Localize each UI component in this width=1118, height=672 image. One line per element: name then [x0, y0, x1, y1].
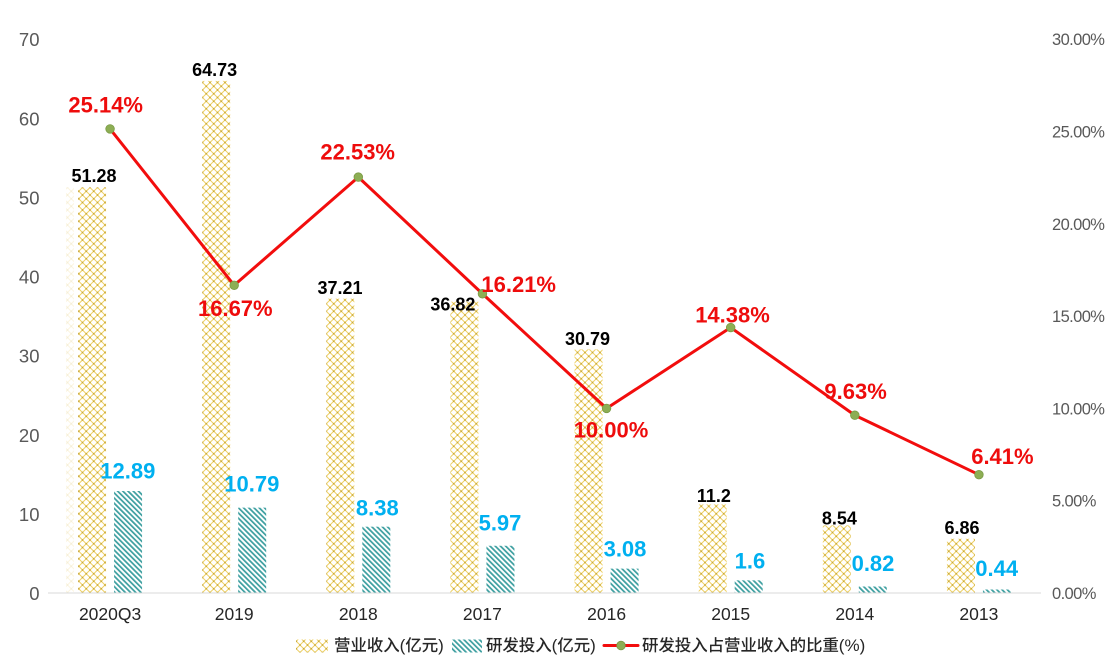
- svg-text:2017: 2017: [463, 604, 502, 624]
- svg-text:6.41%: 6.41%: [971, 444, 1033, 469]
- svg-text:22.53%: 22.53%: [320, 139, 395, 164]
- svg-text:2020Q3: 2020Q3: [79, 604, 141, 624]
- svg-text:0.00%: 0.00%: [1052, 585, 1097, 603]
- svg-text:5.00%: 5.00%: [1052, 493, 1097, 511]
- svg-text:20: 20: [19, 425, 40, 446]
- svg-text:0: 0: [29, 583, 39, 604]
- svg-text:2014: 2014: [835, 604, 874, 624]
- svg-text:1.6: 1.6: [735, 549, 766, 574]
- svg-text:64.73: 64.73: [192, 60, 237, 80]
- svg-text:): ): [860, 636, 866, 655]
- svg-text:51.28: 51.28: [71, 166, 116, 186]
- svg-text:15.00%: 15.00%: [1052, 308, 1105, 326]
- svg-text:10.00%: 10.00%: [574, 418, 649, 443]
- svg-text:8.54: 8.54: [822, 509, 857, 529]
- svg-text:9.63%: 9.63%: [824, 379, 886, 404]
- svg-text:6.86: 6.86: [944, 518, 979, 538]
- svg-text:12.89: 12.89: [100, 459, 155, 484]
- svg-text:10.79: 10.79: [224, 472, 279, 497]
- svg-text:2019: 2019: [215, 604, 254, 624]
- svg-text:0.82: 0.82: [852, 551, 895, 576]
- svg-text:30.00%: 30.00%: [1052, 31, 1105, 49]
- svg-text:70: 70: [19, 29, 40, 50]
- svg-text:16.67%: 16.67%: [198, 296, 273, 321]
- svg-text:(: (: [552, 636, 558, 655]
- svg-text:60: 60: [19, 108, 40, 129]
- svg-text:8.38: 8.38: [356, 496, 399, 521]
- svg-text:16.21%: 16.21%: [481, 272, 556, 297]
- svg-text:14.38%: 14.38%: [695, 302, 770, 327]
- svg-text:2016: 2016: [587, 604, 626, 624]
- svg-text:0.44: 0.44: [975, 556, 1019, 581]
- svg-text:5.97: 5.97: [479, 510, 522, 535]
- svg-text:3.08: 3.08: [604, 536, 647, 561]
- svg-text:(: (: [400, 636, 406, 655]
- svg-text:20.00%: 20.00%: [1052, 216, 1105, 234]
- svg-text:2013: 2013: [959, 604, 998, 624]
- svg-text:40: 40: [19, 267, 40, 288]
- svg-text:10: 10: [19, 504, 40, 525]
- svg-text:%: %: [845, 636, 860, 655]
- svg-text:37.21: 37.21: [317, 278, 362, 298]
- svg-text:(: (: [839, 636, 845, 655]
- svg-text:36.82: 36.82: [430, 295, 475, 315]
- svg-text:30: 30: [19, 346, 40, 367]
- svg-text:25.00%: 25.00%: [1052, 124, 1105, 142]
- svg-text:): ): [438, 636, 444, 655]
- svg-text:30.79: 30.79: [565, 329, 610, 349]
- svg-text:11.2: 11.2: [697, 486, 731, 506]
- svg-text:): ): [590, 636, 596, 655]
- svg-text:25.14%: 25.14%: [68, 92, 143, 117]
- svg-text:10.00%: 10.00%: [1052, 400, 1105, 418]
- svg-text:2018: 2018: [339, 604, 378, 624]
- svg-text:50: 50: [19, 187, 40, 208]
- svg-text:2015: 2015: [711, 604, 750, 624]
